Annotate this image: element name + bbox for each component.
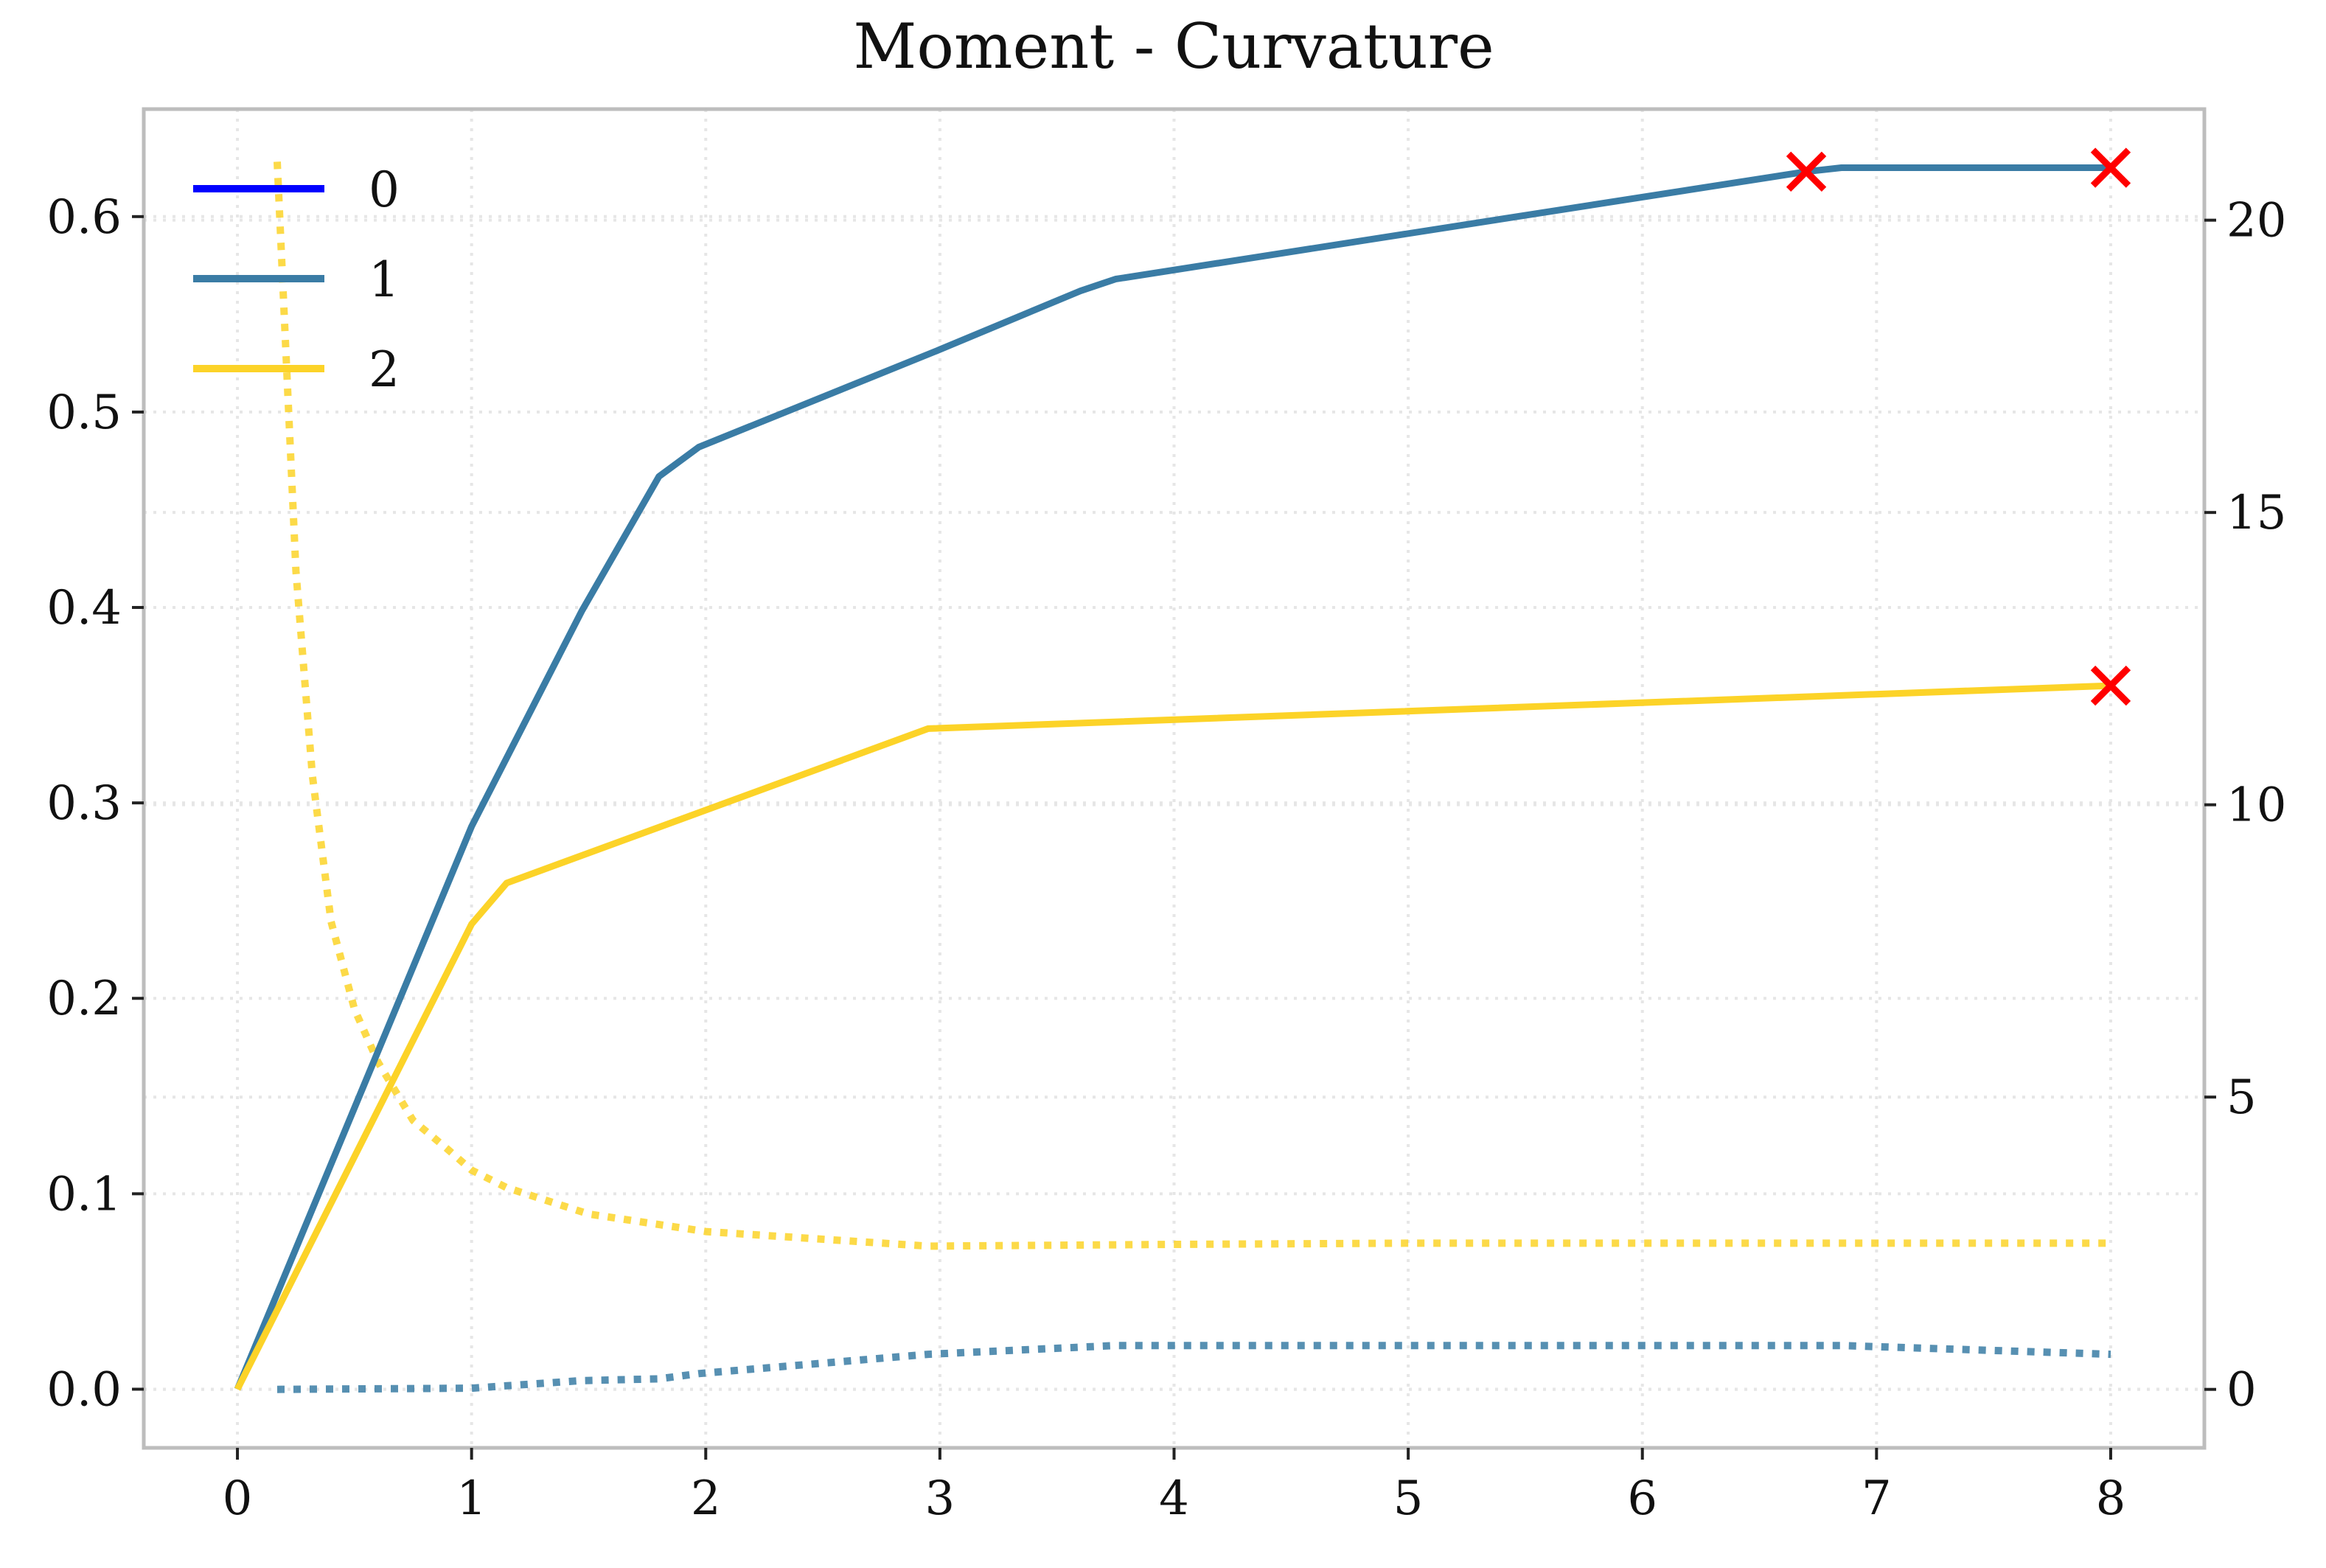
legend-label-1: 1: [369, 251, 400, 308]
y-tick-label: 0.1: [46, 1167, 122, 1222]
x-tick-label: 8: [2096, 1471, 2126, 1526]
x-tick-label: 5: [1393, 1471, 1424, 1526]
series-2-right-dotted-line: [274, 161, 2111, 1250]
data-layer: [234, 147, 2131, 1393]
y2-tick-label: 10: [2226, 778, 2286, 833]
y-tick-label: 0.5: [46, 386, 122, 440]
y2-tick-label: 15: [2226, 486, 2286, 540]
legend: 0 1 2: [193, 161, 400, 398]
series-2-line: [234, 682, 2111, 1391]
y-tick-label: 0.3: [46, 776, 122, 831]
series-1-line: [234, 164, 2111, 1391]
legend-label-2: 2: [369, 341, 400, 398]
y2-tick-label: 0: [2226, 1363, 2257, 1418]
series-1-right-dotted-line: [276, 1342, 2111, 1393]
x-tick-label: 4: [1159, 1471, 1189, 1526]
y2-tick-label: 20: [2226, 194, 2286, 248]
y-tick-label: 0.2: [46, 972, 122, 1026]
x-tick-label: 0: [223, 1471, 253, 1526]
failure-marker: [2090, 665, 2131, 706]
axis-layer: 0 1 2 3 4 5 6 7 8 0.0 0.1 0.2 0.3 0.4 0.5 0.6 0 5 10 15 20: [46, 190, 2286, 1526]
y-tick-label: 0.4: [46, 581, 122, 635]
legend-label-0: 0: [369, 161, 400, 218]
x-tick-label: 1: [456, 1471, 487, 1526]
y2-tick-label: 5: [2226, 1070, 2257, 1125]
y-tick-label: 0.0: [46, 1362, 122, 1417]
x-tick-label: 7: [1862, 1471, 1892, 1526]
x-tick-label: 2: [691, 1471, 721, 1526]
chart-title: Moment - Curvature: [853, 10, 1494, 83]
x-tick-label: 3: [925, 1471, 955, 1526]
failure-marker: [1786, 151, 1827, 192]
y-tick-label: 0.6: [46, 190, 122, 245]
x-tick-label: 6: [1627, 1471, 1657, 1526]
grid-layer: [144, 109, 2204, 1448]
failure-marker: [2090, 147, 2131, 188]
